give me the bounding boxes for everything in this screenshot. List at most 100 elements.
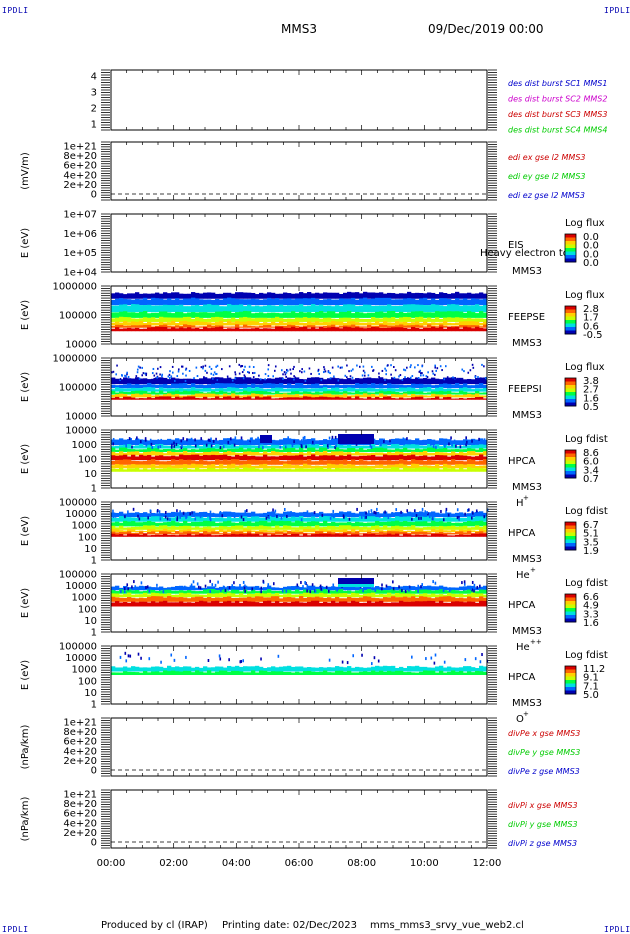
spectrogram-cell	[459, 512, 464, 518]
spectrogram-cell	[199, 512, 204, 518]
spectrogram-cell	[471, 592, 476, 598]
spectrogram-cell	[151, 451, 156, 456]
spectrogram-cell	[119, 467, 124, 472]
spectrogram-cell	[351, 297, 356, 306]
spectrogram-cell	[123, 594, 128, 598]
spectrogram-cell	[479, 292, 484, 299]
spectrogram-cell	[271, 520, 276, 527]
spectrogram-cell	[431, 292, 436, 299]
spectrogram-speckle	[243, 368, 245, 371]
spectrogram-cell	[459, 529, 464, 533]
spectrogram-cell	[267, 667, 272, 672]
spectrogram-cell	[371, 378, 376, 385]
spectrogram-cell	[399, 459, 404, 465]
spectrogram-cell	[283, 594, 288, 598]
spectrogram-cell	[167, 460, 172, 465]
spectrogram-speckle	[395, 508, 398, 512]
spectrogram-cell	[307, 512, 312, 518]
spectrogram-cell	[303, 597, 308, 602]
colorbar-segment	[565, 471, 576, 473]
spectrogram-cell	[203, 469, 208, 472]
spectrogram-cell	[407, 534, 412, 537]
spectrogram-speckle	[216, 364, 219, 367]
spectrogram-cell	[331, 451, 336, 456]
spectrogram-cell	[347, 317, 352, 322]
spectrogram-cell	[435, 602, 440, 607]
spectrogram-cell	[407, 532, 412, 535]
spectrogram-cell	[423, 395, 428, 398]
spectrogram-cell	[311, 453, 316, 456]
colorbar-segment	[565, 306, 576, 308]
spectrogram-cell	[299, 521, 304, 527]
spectrogram-cell	[467, 520, 472, 527]
colorbar-title: Log flux	[565, 290, 605, 301]
spectrogram-speckle	[208, 365, 211, 368]
spectrogram-cell	[395, 327, 400, 332]
spectrogram-cell	[171, 534, 176, 537]
spectrogram-speckle	[334, 445, 336, 449]
spectrogram-cell	[179, 601, 184, 607]
spectrogram-cell	[335, 321, 340, 326]
colorbar-segment	[565, 540, 576, 543]
y-tick-label: 1000	[72, 440, 97, 451]
colorbar-segment	[565, 536, 576, 538]
spectrogram-cell	[243, 532, 248, 535]
spectrogram-cell	[387, 396, 392, 400]
spectrogram-cell	[239, 460, 244, 465]
spectrogram-speckle	[411, 517, 413, 521]
spectrogram-speckle	[282, 373, 284, 376]
spectrogram-speckle	[207, 438, 210, 442]
spectrogram-speckle	[223, 586, 226, 590]
spectrogram-speckle	[228, 365, 231, 368]
spectrogram-speckle	[404, 376, 406, 379]
spectrogram-cell	[163, 589, 168, 594]
spectrogram-cell	[251, 383, 256, 389]
spectrogram-cell	[155, 394, 160, 398]
spectrogram-cell	[423, 312, 428, 318]
spectrogram-cell	[139, 390, 144, 395]
spectrogram-cell	[423, 384, 428, 389]
spectrogram-cell	[455, 298, 460, 306]
spectrogram-cell	[411, 601, 416, 607]
colorbar-tick-label: 0.0	[583, 249, 599, 260]
spectrogram-speckle	[141, 366, 143, 369]
spectrogram-cell	[139, 526, 144, 530]
spectrogram-cell	[319, 311, 324, 318]
spectrogram-speckle	[167, 375, 170, 378]
spectrogram-cell	[175, 460, 180, 465]
spectrogram-speckle	[365, 511, 367, 515]
spectrogram-speckle	[318, 372, 320, 375]
spectrogram-cell	[131, 318, 136, 322]
spectrogram-cell	[215, 465, 220, 469]
spectrogram-cell	[447, 394, 452, 398]
spectrogram-cell	[235, 454, 240, 461]
spectrogram-cell	[467, 601, 472, 607]
spectrogram-cell	[127, 533, 132, 537]
spectrogram-cell	[315, 391, 320, 395]
spectrogram-cell	[207, 467, 212, 472]
spectrogram-cell	[143, 460, 148, 465]
spectrogram-cell	[227, 320, 232, 326]
spectrogram-cell	[475, 521, 480, 527]
spectrogram-cell	[287, 324, 292, 328]
spectrogram-cell	[215, 448, 220, 453]
spectrogram-cell	[347, 444, 352, 449]
spectrogram-cell	[283, 438, 288, 446]
spectrogram-cell	[283, 666, 288, 672]
spectrogram-speckle	[138, 377, 141, 380]
spectrogram-cell	[203, 451, 208, 456]
spectrogram-cell	[143, 592, 148, 598]
spectrogram-cell	[135, 460, 140, 465]
spectrogram-cell	[419, 388, 424, 392]
spectrogram-cell	[387, 311, 392, 318]
spectrogram-cell	[115, 327, 120, 332]
spectrogram-cell	[335, 326, 340, 328]
spectrogram-cell	[179, 383, 184, 389]
spectrogram-cell	[383, 388, 388, 392]
spectrogram-cell	[299, 311, 304, 318]
spectrogram-cell	[427, 452, 432, 456]
spectrogram-cell	[183, 516, 188, 522]
spectrogram-cell	[363, 590, 368, 594]
spectrogram-cell	[111, 672, 116, 675]
spectrogram-cell	[419, 322, 424, 326]
